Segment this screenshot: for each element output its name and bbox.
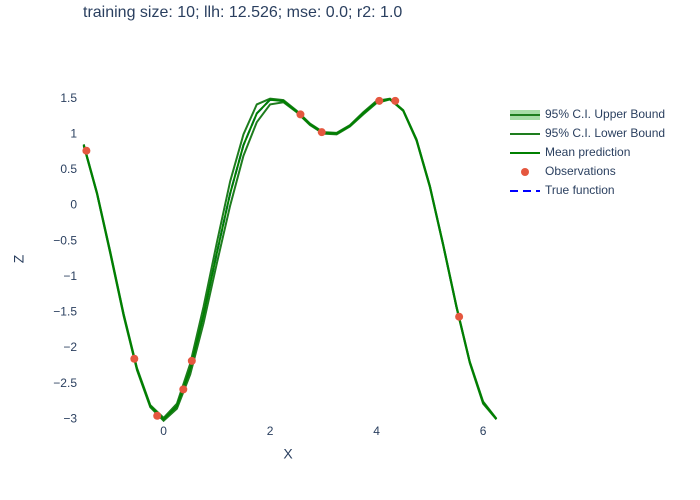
y-tick-label: −3	[63, 411, 77, 425]
series-line	[82, 98, 498, 423]
observation-point	[153, 411, 162, 420]
observation-point	[455, 312, 464, 321]
observation-point	[179, 385, 188, 394]
y-tick-label: −2.5	[53, 376, 77, 390]
series-line	[82, 98, 498, 421]
observation-point	[187, 356, 196, 365]
series-line	[82, 97, 498, 420]
y-tick-label: 0.5	[60, 162, 77, 176]
x-tick-label: 4	[373, 424, 380, 438]
chart-title: training size: 10; llh: 12.526; mse: 0.0…	[83, 4, 402, 21]
observation-point	[296, 110, 305, 119]
legend-label: Observations	[545, 164, 616, 178]
x-tick-label: 6	[480, 424, 487, 438]
observation-point	[391, 96, 400, 105]
y-tick-label: −0.5	[53, 233, 77, 247]
legend-label: 95% C.I. Lower Bound	[545, 126, 665, 140]
observation-point	[375, 96, 384, 105]
y-tick-label: −1.5	[53, 305, 77, 319]
legend-label: True function	[545, 183, 615, 197]
plot-area	[82, 96, 498, 423]
y-tick-label: 1	[70, 126, 77, 140]
x-tick-label: 2	[267, 424, 274, 438]
x-axis-title: X	[283, 446, 293, 462]
y-tick-label: 0	[70, 198, 77, 212]
legend-label: 95% C.I. Upper Bound	[545, 107, 665, 121]
legend-symbol	[521, 168, 529, 176]
series-line	[82, 98, 498, 421]
y-tick-label: 1.5	[60, 91, 77, 105]
y-axis-title: Z	[11, 254, 27, 263]
observation-point	[82, 146, 91, 155]
legend-label: Mean prediction	[545, 145, 630, 159]
x-tick-label: 0	[160, 424, 167, 438]
legend: 95% C.I. Upper Bound 95% C.I. Lower Bound…	[510, 107, 665, 197]
observation-point	[317, 128, 326, 137]
y-tick-label: −2	[63, 340, 77, 354]
y-tick-label: −1	[63, 269, 77, 283]
observation-point	[130, 354, 139, 363]
